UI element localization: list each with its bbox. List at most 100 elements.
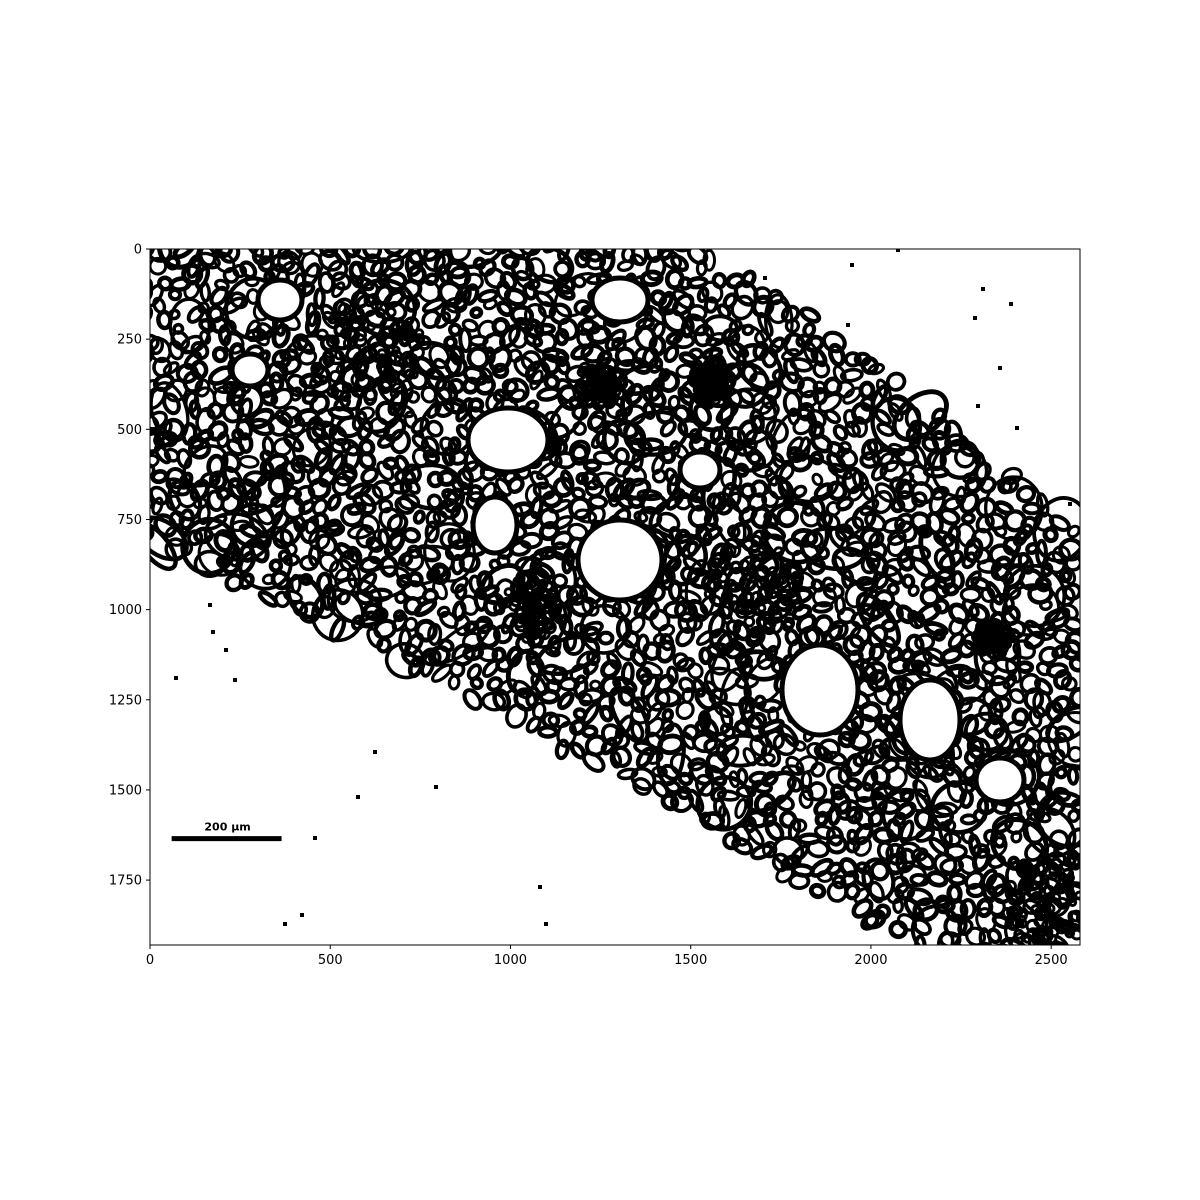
cell-outline <box>323 522 346 537</box>
cell-outline <box>551 573 569 589</box>
bundle-cell <box>707 363 718 374</box>
y-tick-label: 1000 <box>109 603 142 618</box>
cell-outline <box>1016 660 1035 674</box>
cell-outline <box>692 403 713 427</box>
cell-outline <box>852 469 870 492</box>
cell-outline <box>914 659 931 675</box>
cell-outline <box>824 750 848 767</box>
cell-outline <box>376 460 395 481</box>
bundle-cell <box>371 352 382 363</box>
bundle-cell <box>1004 879 1017 893</box>
cell-outline <box>827 342 846 367</box>
cell-outline <box>860 356 880 375</box>
cell-outline <box>1033 810 1052 824</box>
bundle-cell <box>731 601 744 614</box>
cell-outline <box>885 692 901 714</box>
cell-outline <box>858 701 883 723</box>
cell-outline <box>988 897 1006 917</box>
cell-outline <box>357 406 376 421</box>
cell-outline <box>772 732 798 757</box>
cell-outline <box>776 506 799 529</box>
cell-outline <box>624 382 645 406</box>
cell-outline <box>1002 673 1018 690</box>
cell-outline <box>757 311 774 338</box>
cell-outline <box>688 428 703 444</box>
cell-outline <box>667 394 681 410</box>
cell-outline <box>395 544 455 586</box>
cell-outline <box>224 573 244 593</box>
cell-outline <box>426 419 444 438</box>
cell-outline <box>938 507 961 526</box>
bundle-cell <box>594 389 609 404</box>
noise-speck <box>998 366 1002 370</box>
bundle-cell <box>707 580 720 593</box>
cell-outline <box>423 522 476 583</box>
bundle-cell <box>1025 918 1040 934</box>
cell-outline <box>660 249 683 270</box>
cell-outline <box>182 444 229 488</box>
cell-outline <box>339 503 365 528</box>
large-cell-outline <box>973 755 1027 805</box>
cell-outline <box>657 445 677 465</box>
cell-outline <box>911 557 932 578</box>
cell-outline <box>132 476 148 499</box>
cell-outline <box>447 322 463 337</box>
cell-outline <box>742 747 758 767</box>
cell-outline <box>852 836 872 857</box>
cell-outline <box>639 660 664 678</box>
cell-outline <box>1044 550 1067 575</box>
cell-outline <box>270 387 294 410</box>
bundle-cell <box>750 534 762 547</box>
cell-outline <box>428 343 451 370</box>
cell-outline <box>913 611 926 629</box>
cell-outline <box>791 549 810 572</box>
cell-outline <box>279 519 303 547</box>
scale-bar-line <box>171 836 282 842</box>
cell-outline <box>972 808 988 824</box>
cell-outline <box>150 493 155 510</box>
bundle-cell <box>1061 874 1072 885</box>
cell-outline <box>323 348 347 366</box>
bundle-cell <box>366 321 377 332</box>
cell-outline <box>604 328 627 352</box>
noise-speck <box>538 885 542 889</box>
cell-outline <box>271 323 291 349</box>
cell-outline <box>645 700 664 725</box>
cell-outline <box>538 688 561 705</box>
cell-outline <box>327 406 355 421</box>
bundle-cell <box>1007 893 1020 906</box>
x-tick-label: 1500 <box>674 953 707 968</box>
cell-outline <box>1066 849 1080 871</box>
large-cell-outline <box>897 677 963 763</box>
cell-outline <box>577 688 604 704</box>
noise-speck <box>846 323 850 327</box>
cell-outline <box>197 504 211 525</box>
cell-outline <box>346 564 361 589</box>
cell-outline <box>238 455 260 469</box>
cell-outline <box>150 405 151 425</box>
cell-outline <box>687 304 708 322</box>
bundle-cell <box>348 356 363 372</box>
cell-outline <box>328 453 346 476</box>
bundle-cell <box>1069 909 1080 923</box>
cell-outline <box>645 688 671 712</box>
cell-outline <box>1068 656 1080 673</box>
cell-outline <box>244 249 265 258</box>
cell-outline <box>792 414 815 436</box>
cell-outline <box>604 476 625 503</box>
cell-outline <box>851 416 868 438</box>
cell-outline <box>331 271 352 291</box>
cell-outline <box>385 252 405 272</box>
cell-outline <box>209 230 228 249</box>
cell-outline <box>896 550 915 572</box>
bundle-cell <box>542 620 557 635</box>
cell-outline <box>654 687 682 708</box>
cell-outline <box>150 462 156 481</box>
bundle-cell <box>765 590 780 606</box>
cell-outline <box>956 947 973 965</box>
cell-outline <box>943 831 962 847</box>
cell-outline <box>822 582 845 601</box>
bundle-cell <box>385 369 400 384</box>
cell-outline <box>552 281 576 301</box>
